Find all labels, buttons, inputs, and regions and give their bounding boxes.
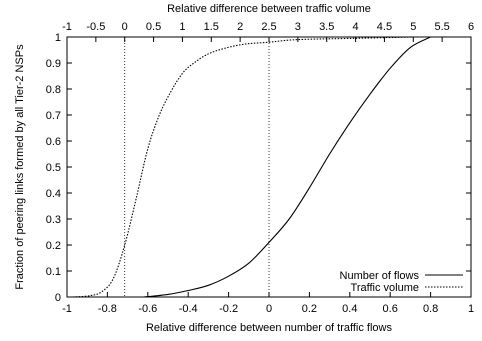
- series-layer: [72, 36, 431, 298]
- x2-tick-label: 2.5: [261, 21, 276, 33]
- y-tick-label: 0: [55, 292, 61, 304]
- y-tick-label: 0.4: [46, 188, 61, 200]
- x2-tick-label: 4.5: [377, 21, 392, 33]
- x2-tick-label: 2: [237, 21, 243, 33]
- legend-label: Number of flows: [340, 270, 420, 282]
- x2-tick-label: -0.5: [86, 21, 105, 33]
- top-axis-title: Relative difference between traffic volu…: [167, 3, 371, 15]
- x-tick-label: 0.4: [342, 303, 357, 315]
- x2-tick-label: 1.5: [204, 21, 219, 33]
- y-tick-label: 0.6: [46, 136, 61, 148]
- y-tick-label: 0.5: [46, 162, 61, 174]
- x2-tick-label: -1: [62, 21, 72, 33]
- x-tick-label: -0.6: [138, 303, 157, 315]
- x-tick-label: 0.2: [302, 303, 317, 315]
- y-tick-label: 0.8: [46, 84, 61, 96]
- x-tick-label: -0.8: [98, 303, 117, 315]
- y-tick-label: 0.9: [46, 58, 61, 70]
- x-tick-label: 1: [468, 303, 474, 315]
- series-line-0: [143, 36, 431, 298]
- x2-tick-label: 0.5: [146, 21, 161, 33]
- x2-tick-label: 3: [295, 21, 301, 33]
- bottom-axis-title: Relative difference between number of tr…: [146, 322, 393, 334]
- x2-tick-label: 6: [468, 21, 474, 33]
- y-tick-label: 0.7: [46, 110, 61, 122]
- x2-tick-label: 5: [410, 21, 416, 33]
- legend-label: Traffic volume: [351, 282, 419, 294]
- reference-lines: [124, 37, 270, 297]
- ticks-layer: -1 -0.8 -0.6 -0.4 -0.2 0 0.2 0.4 0.6 0.8 1-1 -0.5 0 0…: [46, 21, 474, 315]
- y-tick-label: 0.3: [46, 214, 61, 226]
- x-tick-label: -0.2: [219, 303, 238, 315]
- x-tick-label: 0.8: [423, 303, 438, 315]
- x2-tick-label: 0: [122, 21, 128, 33]
- y-tick-label: 0.2: [46, 240, 61, 252]
- x2-tick-label: 3.5: [319, 21, 334, 33]
- y-tick-label: 1: [55, 32, 61, 44]
- series-line-1: [72, 36, 414, 298]
- x-tick-label: -1: [62, 303, 72, 315]
- x-tick-label: 0: [266, 303, 272, 315]
- x2-tick-label: 5.5: [434, 21, 449, 33]
- x2-tick-label: 1: [179, 21, 185, 33]
- x2-tick-label: 4: [353, 21, 359, 33]
- x-tick-label: 0.6: [383, 303, 398, 315]
- y-tick-label: 0.1: [46, 266, 61, 278]
- x-tick-label: -0.4: [179, 303, 198, 315]
- y-axis-title: Fraction of peering links formed by all …: [14, 44, 26, 290]
